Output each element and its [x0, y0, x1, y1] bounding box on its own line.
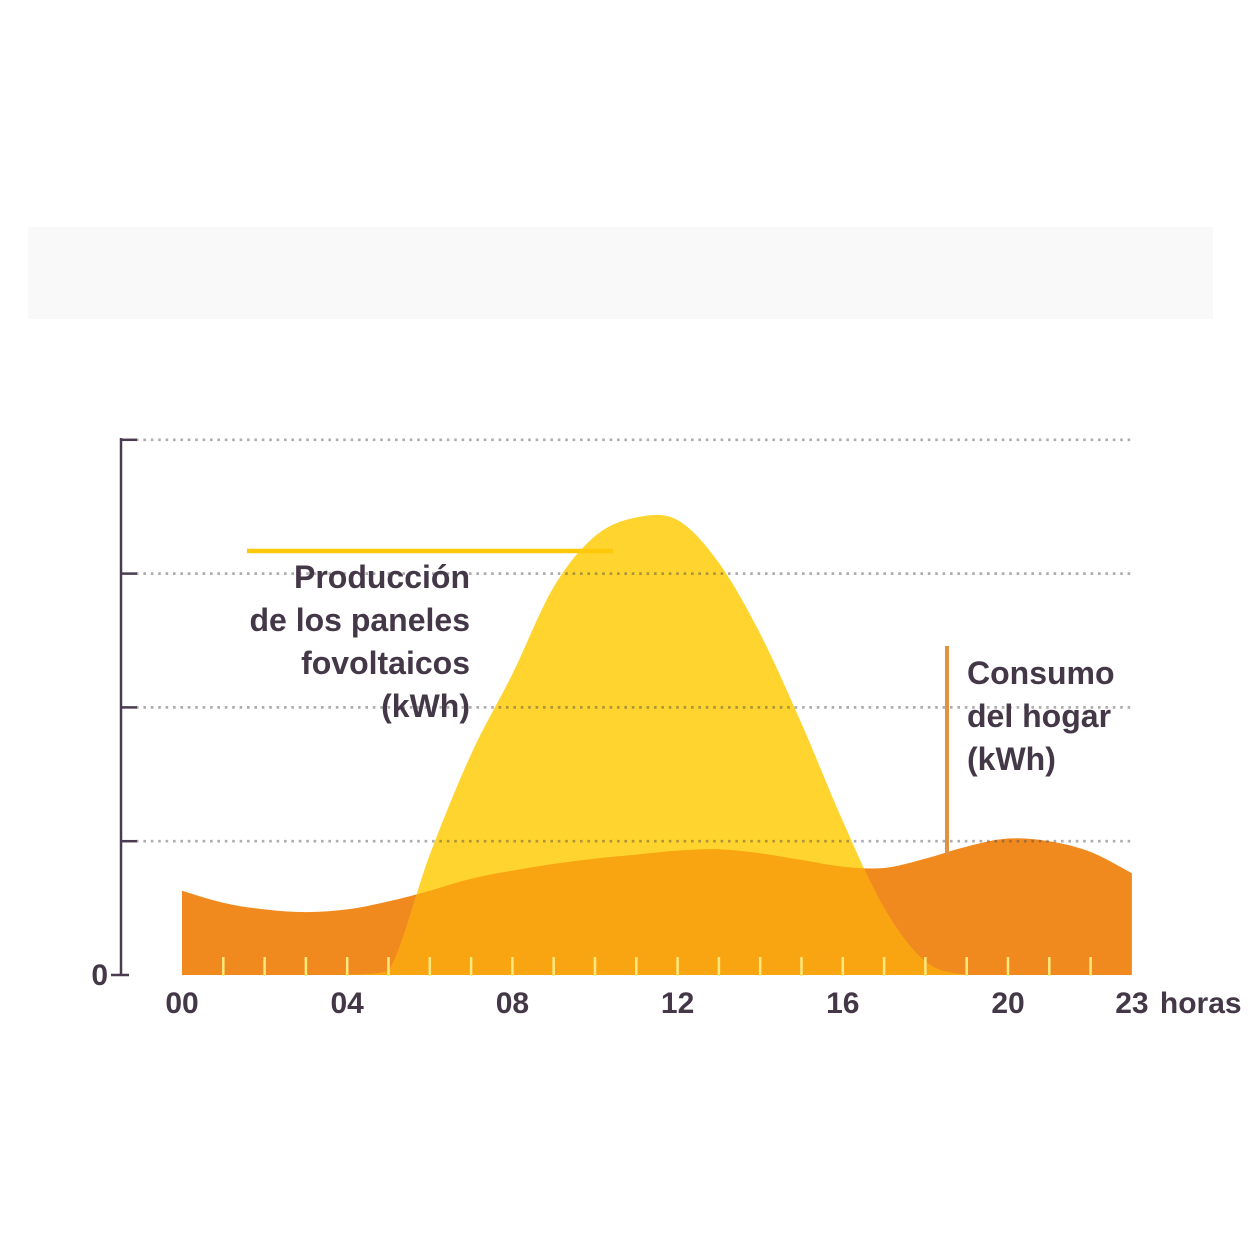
- x-tick-label-04: 04: [331, 987, 365, 1020]
- production-label-line-1: Producción: [294, 559, 470, 595]
- x-tick-label-00: 00: [165, 987, 198, 1020]
- production-series-label: Producción de los paneles fovoltaicos (k…: [249, 559, 470, 724]
- production-area-fill: [182, 514, 1132, 975]
- x-axis-unit-label: horas: [1160, 987, 1242, 1020]
- x-tick-label-12: 12: [661, 987, 694, 1020]
- consumption-series-label: Consumo del hogar (kWh): [967, 655, 1115, 777]
- production-label-line-4: (kWh): [381, 688, 470, 724]
- consumption-label-line-2: del hogar: [967, 698, 1111, 734]
- x-axis-labels: 00 04 08 12 16 20 23 horas: [165, 987, 1241, 1020]
- y-axis-ticks: [111, 438, 137, 977]
- x-tick-label-20: 20: [991, 987, 1024, 1020]
- production-label-line-3: fovoltaicos: [301, 645, 470, 681]
- x-tick-label-23: 23: [1115, 987, 1148, 1020]
- x-tick-label-08: 08: [496, 987, 529, 1020]
- x-tick-label-16: 16: [826, 987, 859, 1020]
- faint-background-band: [28, 227, 1213, 319]
- consumption-label-line-3: (kWh): [967, 741, 1056, 777]
- consumption-label-line-1: Consumo: [967, 655, 1115, 691]
- production-label-line-2: de los paneles: [249, 602, 470, 638]
- y-axis-zero-label: 0: [91, 959, 108, 992]
- y-axis: 0: [91, 438, 137, 992]
- horizontal-gridlines: [136, 438, 1132, 843]
- x-axis-hour-ticks: [222, 957, 1092, 976]
